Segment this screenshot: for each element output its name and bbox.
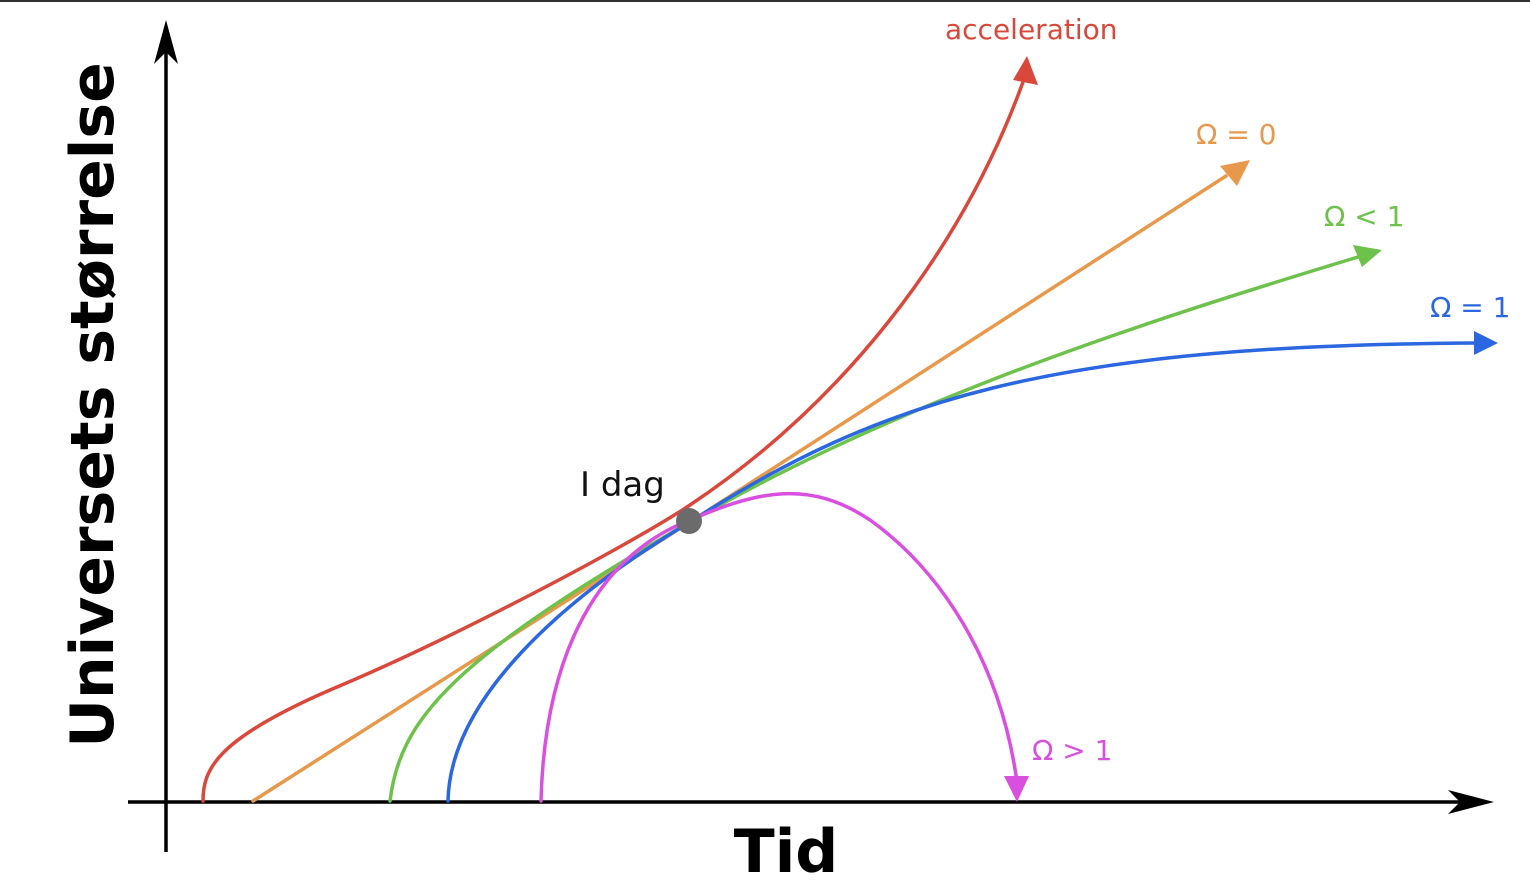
x-axis-arrowhead xyxy=(1448,790,1494,814)
curve-omega-one xyxy=(446,341,1480,803)
y-axis-label: Universets størrelse xyxy=(58,62,128,748)
arrowhead-omega-one xyxy=(1474,331,1498,355)
arrowhead-omega-zero xyxy=(1220,160,1250,186)
y-axis-arrowhead xyxy=(154,20,178,64)
curve-omega-zero xyxy=(251,174,1228,803)
x-axis-label: Tid xyxy=(734,817,838,880)
arrowhead-omega-greater-one xyxy=(1004,776,1029,802)
frame-top-border xyxy=(0,0,1530,2)
label-acceleration: acceleration xyxy=(945,13,1117,46)
label-omega-less-one: Ω < 1 xyxy=(1324,200,1404,233)
curve-arrowheads xyxy=(1004,56,1498,802)
curve-labels: acceleration Ω = 0 Ω < 1 Ω = 1 Ω > 1 xyxy=(945,13,1510,767)
curve-omega-greater-one xyxy=(539,491,1019,803)
today-marker-dot xyxy=(676,508,702,534)
curve-acceleration xyxy=(201,80,1025,803)
curve-omega-less-one xyxy=(388,255,1360,803)
arrowhead-omega-less-one xyxy=(1353,245,1382,267)
arrowhead-acceleration xyxy=(1013,56,1038,85)
curves xyxy=(201,80,1480,803)
label-omega-zero: Ω = 0 xyxy=(1196,118,1276,151)
axes xyxy=(128,20,1494,852)
label-omega-greater-one: Ω > 1 xyxy=(1032,734,1112,767)
label-omega-one: Ω = 1 xyxy=(1430,291,1510,324)
today-marker-label: I dag xyxy=(580,465,665,505)
